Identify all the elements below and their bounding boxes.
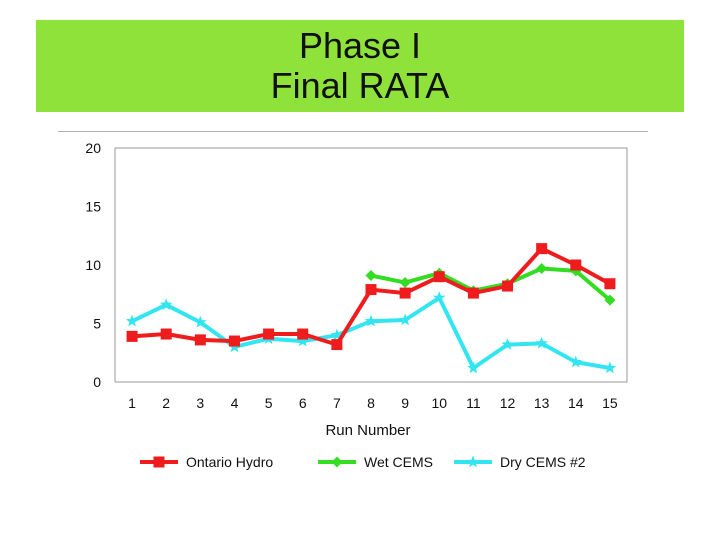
data-point bbox=[569, 355, 582, 368]
x-tick-label: 5 bbox=[265, 395, 273, 411]
data-point bbox=[194, 334, 206, 346]
data-point bbox=[160, 298, 173, 310]
series-ontario-hydro bbox=[126, 243, 616, 351]
x-tick-label: 6 bbox=[299, 395, 307, 411]
data-point bbox=[194, 315, 207, 328]
y-axis: 0 5 10 15 20 bbox=[85, 140, 101, 390]
legend-item-dry-cems-2: Dry CEMS #2 bbox=[454, 454, 586, 470]
data-point bbox=[263, 328, 275, 340]
data-point bbox=[433, 271, 445, 283]
divider-line bbox=[58, 131, 648, 132]
data-point bbox=[536, 263, 548, 275]
x-tick-label: 14 bbox=[568, 395, 584, 411]
x-tick-label: 13 bbox=[534, 395, 550, 411]
x-tick-label: 7 bbox=[333, 395, 341, 411]
data-point bbox=[501, 338, 514, 350]
data-point bbox=[467, 287, 479, 299]
x-tick-label: 11 bbox=[466, 395, 481, 411]
y-tick-label: 10 bbox=[85, 257, 101, 273]
data-point bbox=[365, 284, 377, 296]
series-line-wet-cems bbox=[370, 266, 612, 302]
data-point bbox=[125, 314, 139, 327]
legend-item-wet-cems: Wet CEMS bbox=[318, 454, 433, 470]
data-point bbox=[297, 328, 309, 340]
x-tick-label: 2 bbox=[162, 395, 170, 411]
data-point bbox=[570, 259, 582, 271]
legend-label: Dry CEMS #2 bbox=[500, 454, 586, 470]
data-point bbox=[399, 277, 411, 289]
x-tick-label: 9 bbox=[401, 395, 409, 411]
data-point bbox=[603, 361, 617, 374]
data-point bbox=[331, 339, 343, 351]
x-tick-label: 3 bbox=[196, 395, 204, 411]
x-tick-label: 12 bbox=[500, 395, 516, 411]
data-point bbox=[399, 313, 412, 326]
y-tick-label: 20 bbox=[85, 140, 101, 156]
data-point bbox=[536, 243, 548, 255]
y-tick-label: 5 bbox=[93, 316, 101, 332]
y-tick-label: 15 bbox=[85, 199, 101, 215]
x-tick-label: 1 bbox=[128, 395, 136, 411]
legend-marker bbox=[331, 456, 343, 468]
slide-title-line-2: Final RATA bbox=[270, 65, 450, 106]
title-band: Phase I Final RATA bbox=[36, 20, 684, 112]
x-tick-label: 10 bbox=[431, 395, 447, 411]
x-axis: 1 2 3 4 5 6 7 8 9 10 11 12 13 14 15 bbox=[128, 395, 618, 411]
data-point bbox=[433, 291, 446, 303]
x-axis-label: Run Number bbox=[325, 422, 410, 439]
data-point bbox=[604, 278, 616, 290]
data-point bbox=[467, 361, 480, 374]
x-tick-label: 4 bbox=[231, 395, 239, 411]
legend-label: Ontario Hydro bbox=[186, 454, 273, 470]
data-point bbox=[126, 330, 138, 342]
slide-title-line-1: Phase I bbox=[298, 25, 422, 66]
legend-marker bbox=[153, 456, 165, 468]
x-tick-label: 15 bbox=[602, 395, 618, 411]
legend-item-ontario-hydro: Ontario Hydro bbox=[140, 454, 273, 470]
legend: Ontario Hydro Wet CEMS Dry CEMS #2 bbox=[140, 454, 586, 470]
y-tick-label: 0 bbox=[93, 374, 101, 390]
data-point bbox=[365, 270, 377, 282]
legend-label: Wet CEMS bbox=[364, 454, 433, 470]
series-layer bbox=[125, 243, 617, 374]
data-point bbox=[604, 294, 616, 306]
data-point bbox=[399, 287, 411, 299]
data-point bbox=[535, 336, 548, 349]
data-point bbox=[296, 334, 309, 347]
x-tick-label: 8 bbox=[367, 395, 375, 411]
data-point bbox=[330, 328, 343, 341]
data-point bbox=[502, 280, 514, 292]
data-point bbox=[228, 335, 240, 347]
data-point bbox=[160, 328, 172, 340]
legend-marker bbox=[466, 455, 480, 468]
data-point bbox=[364, 314, 378, 327]
